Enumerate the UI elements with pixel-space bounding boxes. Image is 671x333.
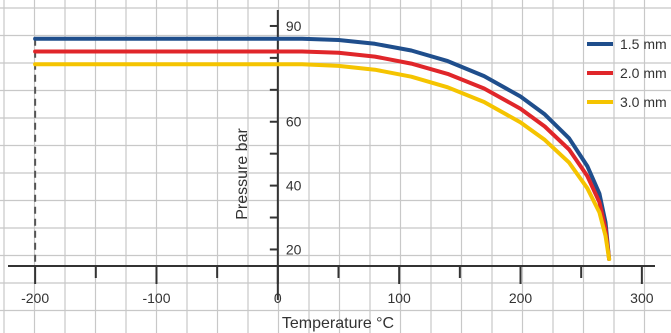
- x-tick-label: 100: [387, 290, 411, 306]
- series-line-1: [33, 49, 612, 261]
- x-axis-label: Temperature °C: [282, 315, 394, 332]
- legend-label: 1.5 mm: [620, 36, 667, 52]
- series-line-2: [33, 62, 612, 261]
- series-lines: [33, 36, 612, 261]
- x-tick-label: 200: [509, 290, 533, 306]
- y-tick-label: 40: [286, 178, 302, 194]
- x-tick-label: -200: [21, 290, 49, 306]
- legend-label: 2.0 mm: [620, 65, 667, 81]
- legend-label: 3.0 mm: [620, 94, 667, 110]
- y-axis-label: Pressure bar: [234, 128, 251, 220]
- y-tick-label: 20: [286, 241, 302, 257]
- x-tick-label: -100: [142, 290, 170, 306]
- x-ticks: -200 -100 0 100 200 300: [21, 266, 654, 306]
- y-ticks: 20 40 60 90: [269, 18, 302, 257]
- x-tick-label: 300: [630, 290, 654, 306]
- series-line-0: [33, 36, 612, 261]
- y-tick-label: 60: [286, 114, 302, 130]
- x-tick-label: 0: [274, 290, 282, 306]
- y-tick-label: 90: [286, 18, 302, 34]
- legend: 1.5 mm 2.0 mm 3.0 mm: [587, 36, 667, 110]
